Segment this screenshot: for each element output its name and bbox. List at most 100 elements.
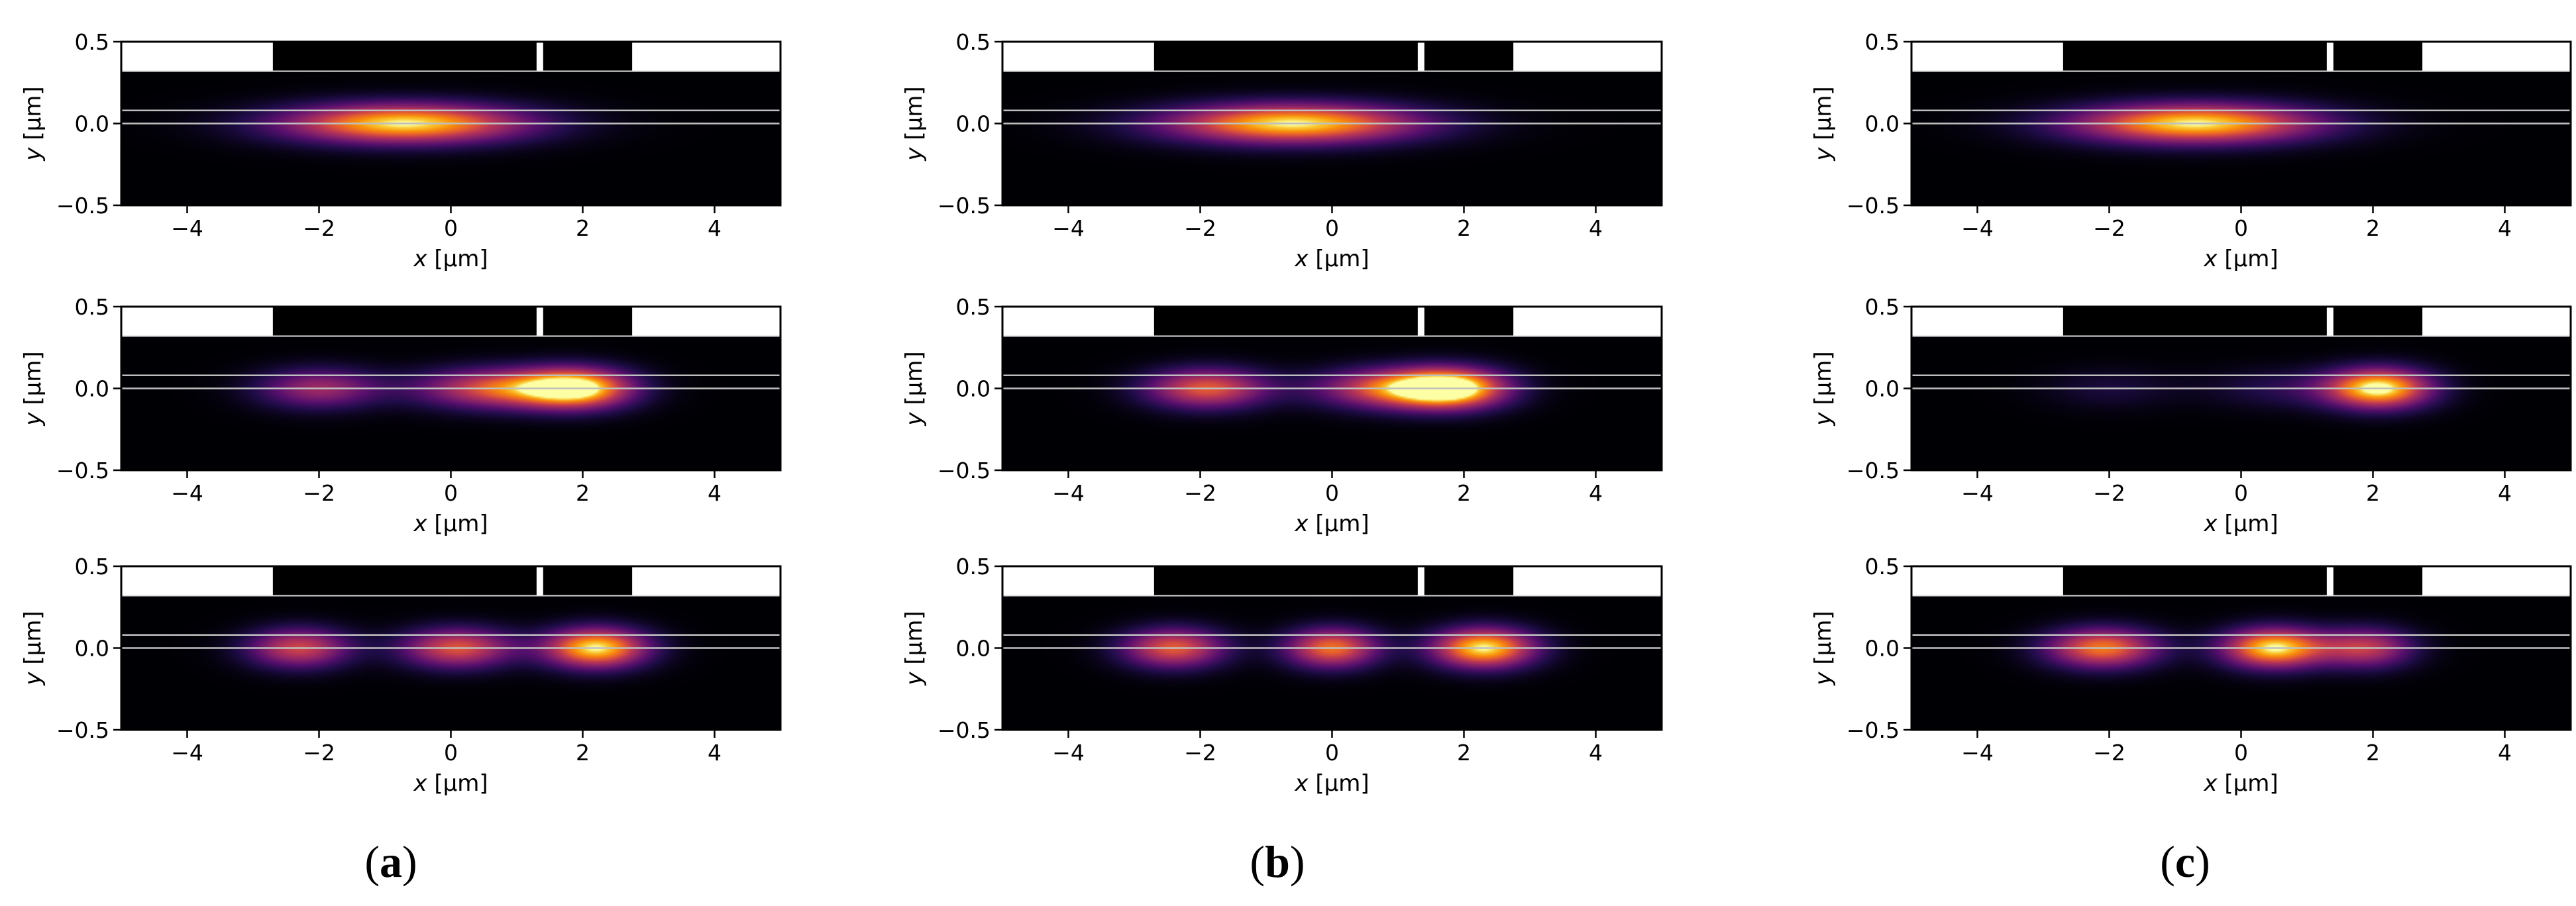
y-tick-label: 0.5	[1865, 294, 1900, 320]
y-tick-label: −0.5	[1847, 717, 1900, 743]
y-tick-label: 0.0	[75, 376, 109, 402]
x-tick-label: 4	[1589, 740, 1603, 766]
x-tick-label: 2	[1457, 480, 1471, 506]
x-tick-label: −2	[2093, 480, 2125, 506]
x-tick-label: 0	[1325, 740, 1339, 766]
y-axis-label: y [µm]	[1810, 86, 1837, 161]
slot-region-1	[1154, 566, 1418, 596]
y-tick-label: −0.5	[938, 717, 991, 743]
slot-region-1	[1154, 42, 1418, 72]
x-tick-label: 2	[1457, 740, 1471, 766]
heatmap-panel-c-1: −4 −2 0 2 4 −0.5 0.0 0.5 x [µm] y [µm]	[1810, 29, 2572, 272]
x-axis-label: x [µm]	[1294, 246, 1369, 272]
x-tick-label: 2	[576, 215, 590, 241]
heatmap-panel-b-1: −4 −2 0 2 4 −0.5 0.0 0.5 x [µm] y [µm]	[901, 29, 1663, 272]
slot-region-1	[272, 307, 537, 336]
x-tick-label: 2	[1457, 215, 1471, 241]
heatmap-panel-a-1: −4 −2 0 2 4 −0.5 0.0 0.5 x [µm] y [µm]	[20, 29, 782, 272]
y-tick-label: −0.5	[56, 458, 109, 483]
y-tick-label: 0.5	[75, 294, 109, 320]
y-axis-label: y [µm]	[20, 351, 46, 426]
y-tick-label: 0.0	[75, 636, 109, 662]
x-tick-label: −4	[1961, 215, 1994, 241]
y-tick-label: 0.0	[1865, 636, 1900, 662]
y-axis-label: y [µm]	[20, 611, 46, 685]
panel-label-b: (b)	[1250, 836, 1305, 887]
x-axis-label: x [µm]	[2203, 511, 2278, 537]
x-tick-label: −4	[1961, 480, 1994, 506]
x-tick-label: 0	[444, 215, 458, 241]
x-axis-label: x [µm]	[1294, 511, 1369, 537]
x-axis-label: x [µm]	[413, 511, 488, 537]
x-tick-label: 2	[576, 740, 590, 766]
x-axis-label: x [µm]	[2203, 770, 2278, 797]
x-tick-label: 0	[444, 740, 458, 766]
y-axis-label: y [µm]	[901, 611, 928, 685]
y-tick-label: −0.5	[56, 193, 109, 219]
heatmap-panel-c-3: −4 −2 0 2 4 −0.5 0.0 0.5 x [µm] y [µm]	[1810, 554, 2572, 797]
x-tick-label: 2	[576, 480, 590, 506]
x-tick-label: 4	[708, 215, 722, 241]
x-tick-label: 4	[708, 740, 722, 766]
x-tick-label: 4	[2498, 740, 2512, 766]
panel-label-a: (a)	[364, 836, 417, 887]
x-tick-label: 0	[1325, 215, 1339, 241]
x-tick-label: 4	[2498, 215, 2512, 241]
heatmap-panel-a-3: −4 −2 0 2 4 −0.5 0.0 0.5 x [µm] y [µm]	[20, 554, 782, 797]
slot-region-2	[2333, 566, 2423, 596]
slot-region-1	[2063, 42, 2327, 72]
y-axis-label: y [µm]	[20, 86, 46, 161]
y-axis-label: y [µm]	[901, 86, 928, 161]
y-tick-label: 0.5	[956, 554, 991, 579]
y-tick-label: −0.5	[938, 193, 991, 219]
y-tick-label: −0.5	[1847, 458, 1900, 483]
heatmap-panel-b-3: −4 −2 0 2 4 −0.5 0.0 0.5 x [µm] y [µm]	[901, 554, 1663, 797]
heatmap-panel-c-2: −4 −2 0 2 4 −0.5 0.0 0.5 x [µm] y [µm]	[1810, 294, 2572, 537]
y-tick-label: 0.0	[956, 111, 991, 137]
x-tick-label: −4	[171, 215, 203, 241]
y-tick-label: 0.0	[1865, 111, 1900, 137]
slot-region-2	[543, 42, 633, 72]
x-tick-label: 2	[2366, 480, 2380, 506]
x-tick-label: 2	[2366, 215, 2380, 241]
x-tick-label: −2	[303, 740, 335, 766]
y-tick-label: −0.5	[56, 717, 109, 743]
x-tick-label: −4	[171, 740, 203, 766]
x-tick-label: −4	[1052, 740, 1085, 766]
y-tick-label: 0.0	[956, 376, 991, 402]
x-tick-label: 4	[1589, 215, 1603, 241]
y-tick-label: 0.5	[75, 554, 109, 579]
x-tick-label: 0	[1325, 480, 1339, 506]
y-tick-label: 0.5	[956, 294, 991, 320]
slot-region-2	[1424, 42, 1514, 72]
slot-region-1	[1154, 307, 1418, 336]
x-tick-label: 0	[444, 480, 458, 506]
x-axis-label: x [µm]	[413, 246, 488, 272]
y-tick-label: 0.5	[1865, 554, 1900, 579]
x-tick-label: −4	[1052, 480, 1085, 506]
slot-region-2	[543, 566, 633, 596]
x-tick-label: −4	[1052, 215, 1085, 241]
heatmap-panel-b-2: −4 −2 0 2 4 −0.5 0.0 0.5 x [µm] y [µm]	[901, 294, 1663, 537]
slot-region-2	[1424, 566, 1514, 596]
x-axis-label: x [µm]	[413, 770, 488, 797]
x-tick-label: 4	[708, 480, 722, 506]
x-tick-label: −2	[303, 215, 335, 241]
slot-region-1	[272, 566, 537, 596]
heatmap-panel-a-2: −4 −2 0 2 4 −0.5 0.0 0.5 x [µm] y [µm]	[20, 294, 782, 537]
slot-region-2	[1424, 307, 1514, 336]
x-tick-label: 4	[1589, 480, 1603, 506]
x-axis-label: x [µm]	[2203, 246, 2278, 272]
y-axis-label: y [µm]	[1810, 351, 1837, 426]
y-axis-label: y [µm]	[1810, 611, 1837, 685]
x-tick-label: 2	[2366, 740, 2380, 766]
x-tick-label: −2	[1184, 740, 1216, 766]
y-tick-label: 0.5	[956, 29, 991, 55]
y-tick-label: 0.0	[1865, 376, 1900, 402]
y-tick-label: 0.0	[956, 636, 991, 662]
slot-region-1	[2063, 307, 2327, 336]
x-tick-label: −2	[303, 480, 335, 506]
x-tick-label: 0	[2234, 740, 2248, 766]
x-tick-label: 0	[2234, 215, 2248, 241]
